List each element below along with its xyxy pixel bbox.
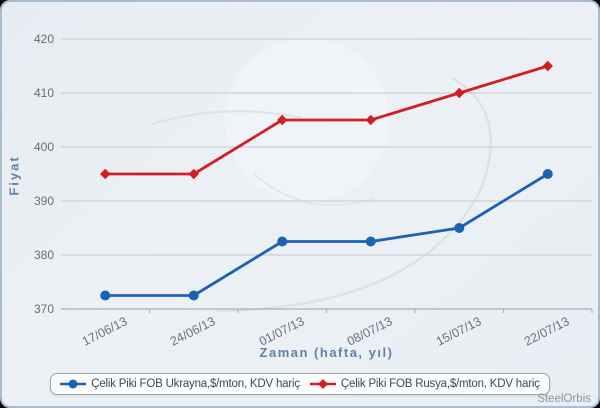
legend: Çelik Piki FOB Ukrayna,$/mton, KDV hariç… [2,373,598,395]
line-diamond-marker-icon [309,379,336,389]
x-axis-title: Zaman (hafta, yıl) [259,345,394,360]
legend-box: Çelik Piki FOB Ukrayna,$/mton, KDV hariç… [50,373,550,395]
y-tick-label: 370 [33,302,54,316]
data-point-marker [188,290,199,301]
legend-item-ukrayna: Çelik Piki FOB Ukrayna,$/mton, KDV hariç [60,378,300,390]
legend-label-ukrayna: Çelik Piki FOB Ukrayna,$/mton, KDV hariç [91,378,300,390]
data-point-marker [542,169,553,179]
series-line [103,172,550,297]
data-point-marker [454,223,465,233]
data-point-marker [365,236,376,247]
data-point-marker [277,236,288,247]
legend-item-rusya: Çelik Piki FOB Rusya,$/mton, KDV hariç [309,378,540,390]
series-line [103,64,550,176]
data-point-marker [277,114,288,126]
watermark-logo [151,38,492,313]
data-point-marker [100,168,111,180]
legend-label-rusya: Çelik Piki FOB Rusya,$/mton, KDV hariç [340,378,540,390]
data-point-marker [454,87,465,99]
data-point-marker [100,290,111,301]
y-tick-label: 390 [33,194,54,208]
y-tick-label: 400 [33,140,54,154]
y-tick-label: 380 [33,248,54,262]
data-point-marker [365,114,376,126]
data-point-marker [188,168,199,180]
data-point-marker [542,60,553,72]
steelorbis-watermark: SteelOrbis [537,393,591,405]
line-circle-marker-icon [60,379,87,389]
y-tick-label: 420 [33,32,54,46]
y-tick-label: 410 [33,86,54,100]
